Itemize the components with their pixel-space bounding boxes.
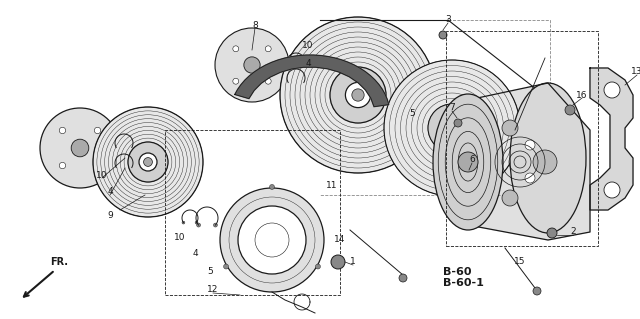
Bar <box>165 130 340 295</box>
Circle shape <box>565 105 575 115</box>
Text: FR.: FR. <box>50 257 68 267</box>
Text: 5: 5 <box>207 268 213 277</box>
Text: 4: 4 <box>305 58 311 68</box>
Circle shape <box>233 78 239 84</box>
Circle shape <box>533 150 557 174</box>
Text: 2: 2 <box>570 227 576 236</box>
Text: 11: 11 <box>326 181 338 189</box>
Circle shape <box>196 223 200 227</box>
Circle shape <box>458 152 478 172</box>
Ellipse shape <box>510 83 586 233</box>
Circle shape <box>223 264 228 269</box>
Circle shape <box>244 57 260 73</box>
Circle shape <box>287 65 290 68</box>
Circle shape <box>130 146 133 149</box>
Circle shape <box>302 81 305 84</box>
Circle shape <box>447 123 457 133</box>
Circle shape <box>525 140 535 150</box>
Circle shape <box>94 162 100 169</box>
Circle shape <box>143 158 152 167</box>
Text: B-60
B-60-1: B-60 B-60-1 <box>443 267 484 288</box>
Circle shape <box>128 142 168 182</box>
Polygon shape <box>235 55 388 107</box>
Circle shape <box>439 31 447 39</box>
Circle shape <box>40 108 120 188</box>
Circle shape <box>93 107 203 217</box>
Text: 14: 14 <box>334 235 346 244</box>
Circle shape <box>604 182 620 198</box>
Circle shape <box>352 89 364 101</box>
Circle shape <box>130 166 133 169</box>
Circle shape <box>547 228 557 238</box>
Circle shape <box>94 127 100 134</box>
Circle shape <box>265 78 271 84</box>
Circle shape <box>502 120 518 136</box>
Circle shape <box>214 223 218 227</box>
Text: 4: 4 <box>192 249 198 257</box>
Circle shape <box>454 119 462 127</box>
Circle shape <box>428 104 476 152</box>
Circle shape <box>182 221 185 224</box>
Text: 15: 15 <box>515 257 525 266</box>
Circle shape <box>399 274 407 282</box>
Text: 6: 6 <box>469 155 475 165</box>
Text: 12: 12 <box>207 286 219 294</box>
Circle shape <box>316 264 321 269</box>
Text: 5: 5 <box>409 108 415 117</box>
Circle shape <box>302 65 305 68</box>
Text: 13: 13 <box>631 68 640 77</box>
Circle shape <box>233 46 239 52</box>
Text: 8: 8 <box>252 20 258 29</box>
Circle shape <box>115 146 118 149</box>
Circle shape <box>215 28 289 102</box>
Circle shape <box>269 184 275 189</box>
Circle shape <box>238 206 306 274</box>
Circle shape <box>265 46 271 52</box>
Text: 4: 4 <box>107 188 113 197</box>
Circle shape <box>60 127 66 134</box>
Circle shape <box>441 117 463 139</box>
Circle shape <box>384 60 520 196</box>
Text: 10: 10 <box>174 233 186 241</box>
Circle shape <box>195 221 198 224</box>
Text: 10: 10 <box>96 170 108 180</box>
Bar <box>446 31 598 246</box>
Text: 16: 16 <box>576 91 588 100</box>
Circle shape <box>346 82 371 108</box>
Circle shape <box>139 153 157 171</box>
Text: 9: 9 <box>107 211 113 219</box>
Circle shape <box>287 81 290 84</box>
Text: 10: 10 <box>302 41 314 49</box>
Circle shape <box>604 82 620 98</box>
Circle shape <box>115 166 118 169</box>
Circle shape <box>525 173 535 183</box>
Circle shape <box>330 67 386 123</box>
Circle shape <box>331 255 345 269</box>
Text: 1: 1 <box>350 257 356 266</box>
Ellipse shape <box>433 94 503 230</box>
Polygon shape <box>468 83 590 240</box>
Circle shape <box>60 162 66 169</box>
Circle shape <box>502 190 518 206</box>
Polygon shape <box>590 68 633 210</box>
Circle shape <box>255 223 289 257</box>
Circle shape <box>71 139 89 157</box>
Circle shape <box>533 287 541 295</box>
Text: 3: 3 <box>445 16 451 25</box>
Text: 7: 7 <box>449 103 455 113</box>
Circle shape <box>280 17 436 173</box>
Circle shape <box>220 188 324 292</box>
